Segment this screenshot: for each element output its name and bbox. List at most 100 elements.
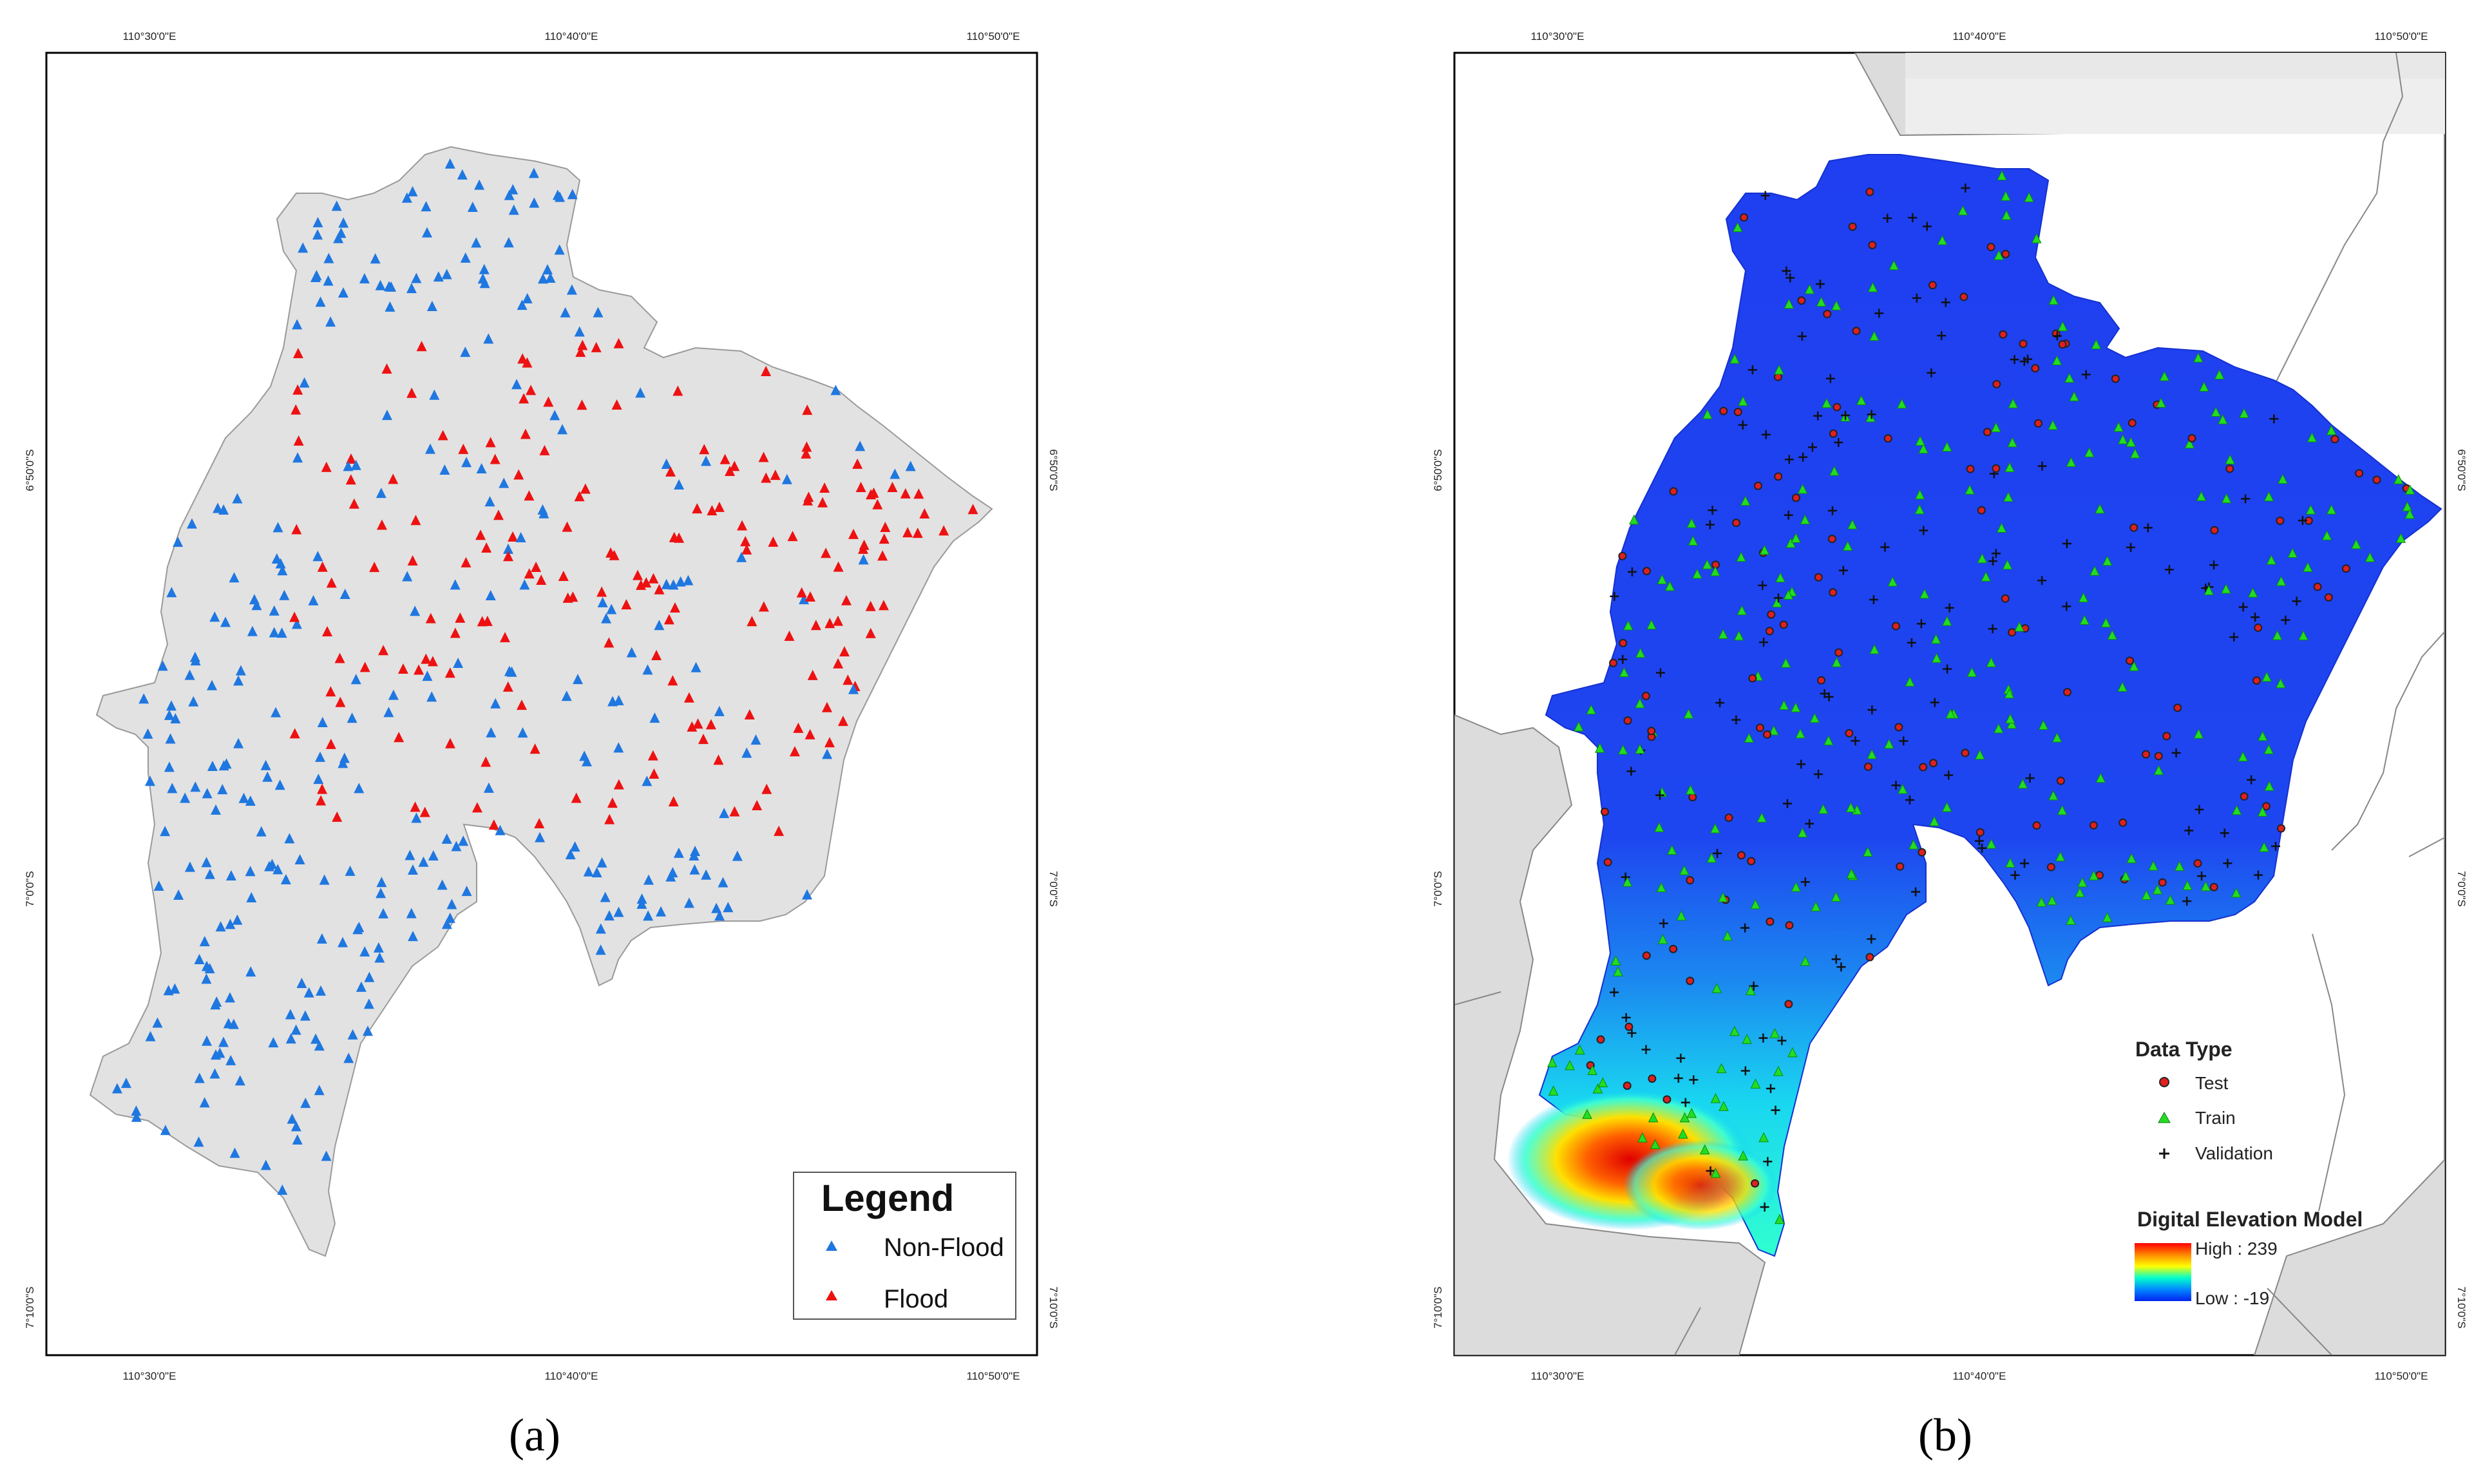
train-point-icon	[2014, 621, 2024, 632]
train-point-icon	[2365, 551, 2376, 562]
test-point-icon	[1829, 588, 1838, 597]
test-point-icon	[2128, 419, 2137, 428]
non-flood-point-icon	[157, 660, 168, 671]
test-point-icon	[1883, 434, 1892, 443]
flood-point-icon	[648, 573, 659, 584]
validation-point-icon	[2062, 539, 2071, 549]
y-tick-label: 7°0'0"S	[2455, 871, 2468, 907]
flood-point-icon	[481, 756, 491, 767]
train-point-icon	[2238, 751, 2249, 762]
non-flood-point-icon	[209, 1068, 220, 1079]
flood-point-icon	[669, 531, 680, 542]
caption-a: (a)	[509, 1409, 560, 1461]
non-flood-point-icon	[350, 459, 361, 470]
train-point-icon	[2107, 629, 2118, 640]
non-flood-point-icon	[164, 709, 175, 720]
test-point-icon	[2001, 594, 2010, 603]
train-point-icon	[2126, 437, 2137, 447]
flood-point-icon	[878, 600, 889, 611]
validation-point-icon	[2271, 841, 2281, 851]
train-point-icon	[1637, 1132, 1648, 1143]
flood-point-icon	[872, 499, 883, 509]
validation-point-icon	[1758, 1033, 1768, 1043]
flood-point-icon	[575, 347, 586, 357]
non-flood-point-icon	[271, 707, 281, 718]
train-point-icon	[1692, 568, 1702, 579]
train-point-icon	[1869, 330, 1880, 341]
non-flood-point-icon	[495, 824, 506, 835]
non-flood-point-icon	[410, 605, 421, 616]
train-point-icon	[2141, 889, 2152, 900]
train-point-icon	[2326, 424, 2337, 435]
train-point-icon	[1679, 865, 1690, 875]
validation-point-icon	[1796, 759, 1806, 769]
flood-point-icon	[833, 658, 844, 669]
non-flood-point-icon	[269, 605, 280, 616]
train-point-icon	[1547, 1057, 1557, 1067]
validation-point-icon	[1797, 332, 1807, 341]
train-point-icon	[1804, 283, 1815, 294]
flood-point-icon	[649, 768, 660, 779]
non-flood-point-icon	[272, 864, 283, 875]
flood-point-icon	[843, 674, 853, 685]
non-flood-point-icon	[613, 695, 624, 706]
train-point-icon	[2064, 372, 2075, 383]
non-flood-point-icon	[323, 275, 334, 286]
non-flood-point-icon	[433, 271, 444, 282]
non-flood-point-icon	[502, 543, 513, 554]
non-flood-point-icon	[606, 604, 617, 614]
train-point-icon	[1744, 732, 1755, 743]
non-flood-point-icon	[582, 756, 593, 766]
flood-point-icon	[877, 550, 888, 561]
train-point-icon	[2196, 491, 2207, 501]
test-point-icon	[1852, 327, 1861, 336]
test-point-icon	[2324, 593, 2333, 602]
train-point-icon	[2321, 530, 2332, 540]
train-point-icon	[1565, 1060, 1575, 1070]
non-flood-point-icon	[359, 272, 370, 283]
train-point-icon	[2006, 718, 2017, 729]
test-point-icon	[1642, 567, 1652, 576]
train-point-icon	[1757, 812, 1767, 823]
flood-point-icon	[774, 825, 785, 836]
train-point-icon	[1791, 533, 1801, 543]
train-point-icon	[1997, 170, 2007, 180]
non-flood-point-icon	[207, 680, 218, 690]
non-flood-point-icon	[535, 832, 546, 842]
flood-point-icon	[633, 569, 643, 580]
train-point-icon	[2257, 806, 2268, 817]
flood-point-icon	[461, 556, 471, 567]
flood-point-icon	[291, 524, 302, 535]
test-point-icon	[1774, 472, 1783, 481]
validation-point-icon	[2253, 870, 2263, 880]
train-point-icon	[1718, 629, 1728, 639]
test-point-icon	[2031, 364, 2040, 373]
dem-legend-title: Digital Elevation Model	[2137, 1208, 2363, 1231]
test-point-icon	[1724, 813, 1733, 823]
flood-point-icon	[502, 681, 513, 692]
train-point-icon	[2036, 897, 2047, 907]
non-flood-point-icon	[374, 952, 385, 963]
train-point-icon	[1822, 397, 1832, 408]
test-point-icon	[1747, 857, 1756, 866]
flood-point-icon	[481, 542, 492, 553]
flood-point-icon	[529, 743, 540, 754]
non-flood-point-icon	[364, 971, 375, 982]
non-flood-point-icon	[233, 675, 244, 686]
sea-band	[1905, 53, 2445, 79]
non-flood-point-icon	[245, 866, 256, 877]
non-flood-point-icon	[144, 775, 155, 786]
data-type-title: Data Type	[2135, 1038, 2233, 1061]
test-point-icon	[2001, 249, 2010, 258]
non-flood-point-icon	[458, 835, 469, 846]
test-point-icon	[1919, 763, 1928, 772]
non-flood-point-icon	[292, 319, 303, 330]
test-point-icon	[2126, 656, 2135, 665]
validation-point-icon	[1773, 593, 1783, 603]
non-flood-point-icon	[325, 316, 336, 327]
flood-point-icon	[698, 734, 709, 745]
flood-point-icon	[536, 575, 547, 585]
flood-point-icon	[419, 806, 430, 817]
flood-point-icon	[369, 562, 380, 573]
non-flood-point-icon	[228, 1018, 239, 1029]
